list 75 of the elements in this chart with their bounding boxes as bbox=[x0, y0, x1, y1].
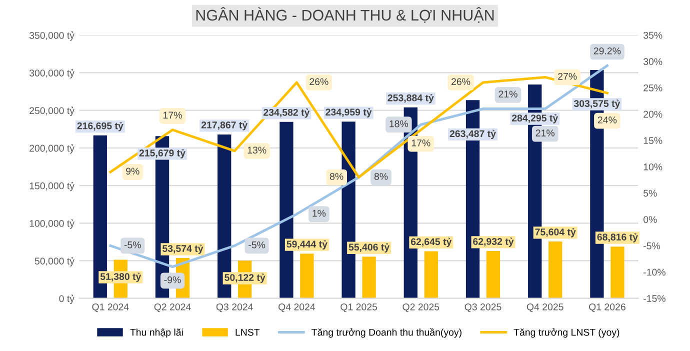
bar bbox=[300, 254, 314, 298]
y-tick-label: 150,000 tỷ bbox=[30, 182, 74, 192]
data-label: -5% bbox=[248, 241, 266, 248]
data-label: 217,867 tỷ bbox=[201, 121, 248, 130]
y-tick-label: 0 tỷ bbox=[59, 294, 74, 304]
data-label: 303,575 tỷ bbox=[574, 100, 620, 109]
x-tick-label: Q3 2024 bbox=[216, 303, 253, 312]
data-label: 62,932 tỷ bbox=[473, 238, 514, 247]
data-label: 59,444 tỷ bbox=[286, 240, 328, 250]
bar bbox=[548, 241, 562, 298]
y2-tick-label: -5% bbox=[644, 242, 660, 250]
x-tick-label: Q4 2025 bbox=[526, 303, 564, 312]
data-label: 75,604 tỷ bbox=[535, 228, 576, 238]
data-label: 53,574 tỷ bbox=[162, 244, 204, 254]
x-tick-label: Q1 2024 bbox=[92, 303, 129, 312]
y2-tick-label: 0% bbox=[643, 216, 657, 223]
y2-tick-label: 25% bbox=[644, 84, 662, 92]
x-tick-label: Q2 2025 bbox=[402, 303, 440, 312]
data-label: 8% bbox=[374, 172, 388, 180]
y2-tick-label: 35% bbox=[643, 32, 662, 39]
data-label: 17% bbox=[164, 112, 182, 119]
data-label: 26% bbox=[310, 78, 328, 86]
data-label: 9% bbox=[126, 168, 140, 175]
data-label: 29.2% bbox=[594, 47, 621, 54]
data-label: 21% bbox=[498, 90, 518, 98]
legend-label: LNST bbox=[236, 328, 260, 336]
bar bbox=[486, 251, 500, 298]
data-label: -9% bbox=[164, 276, 181, 284]
data-label: 68,816 tỷ bbox=[597, 233, 638, 242]
data-label: 263,487 tỷ bbox=[450, 130, 496, 140]
data-label: 234,582 tỷ bbox=[264, 108, 310, 118]
legend-label: Thu nhập lãi bbox=[130, 328, 183, 338]
data-label: 24% bbox=[598, 116, 617, 124]
y2-tick-label: 10% bbox=[644, 163, 662, 170]
chart-title: NGÂN HÀNG - DOANH THU & LỢI NHUẬN bbox=[196, 7, 494, 23]
y2-tick-label: 30% bbox=[643, 58, 662, 66]
x-tick-label: Q4 2024 bbox=[278, 303, 316, 312]
data-label: 51,380 tỷ bbox=[100, 272, 142, 282]
x-tick-label: Q1 2026 bbox=[589, 303, 626, 312]
data-label: 216,695 tỷ bbox=[77, 122, 124, 132]
data-label: 26% bbox=[452, 78, 470, 86]
y2-tick-label: 20% bbox=[644, 110, 662, 118]
data-label: 17% bbox=[412, 140, 430, 146]
data-label: 253,884 tỷ bbox=[388, 94, 434, 104]
data-label: 21% bbox=[536, 130, 554, 136]
legend-label: Tăng trưởng Doanh thu thuần(yoy) bbox=[312, 328, 462, 338]
data-label: -5% bbox=[124, 241, 141, 248]
x-tick-label: Q2 2024 bbox=[154, 303, 191, 312]
y2-tick-label: -15% bbox=[644, 295, 666, 302]
data-label: 284,295 tỷ bbox=[512, 114, 558, 124]
data-label: 234,959 tỷ bbox=[326, 108, 372, 118]
x-tick-label: Q1 2025 bbox=[340, 303, 378, 312]
legend-label: Tăng trưởng LNST (yoy) bbox=[514, 328, 620, 338]
bar bbox=[610, 246, 624, 298]
y-tick-label: 350,000 tỷ bbox=[29, 31, 74, 41]
data-label: 8% bbox=[330, 172, 344, 180]
bar bbox=[424, 251, 438, 298]
y-tick-label: 100,000 tỷ bbox=[30, 219, 74, 229]
bar bbox=[362, 256, 376, 298]
y2-tick-label: 5% bbox=[644, 190, 657, 197]
x-tick-label: Q3 2025 bbox=[464, 303, 502, 312]
y-tick-label: 200,000 tỷ bbox=[30, 144, 74, 154]
data-label: 18% bbox=[390, 120, 408, 128]
data-label: 215,679 tỷ bbox=[139, 149, 186, 158]
data-label: 27% bbox=[558, 72, 577, 80]
y2-tick-label: 15% bbox=[644, 137, 662, 144]
y-tick-label: 300,000 tỷ bbox=[29, 69, 74, 78]
data-label: 62,645 tỷ bbox=[410, 238, 452, 248]
data-label: 55,406 tỷ bbox=[348, 243, 390, 253]
y2-tick-label: -10% bbox=[644, 268, 666, 276]
y-tick-label: 50,000 tỷ bbox=[34, 257, 74, 266]
data-label: 13% bbox=[248, 146, 266, 154]
data-label: 1% bbox=[312, 210, 326, 217]
data-label: 50,122 tỷ bbox=[224, 274, 266, 283]
y-tick-label: 250,000 tỷ bbox=[30, 106, 74, 116]
